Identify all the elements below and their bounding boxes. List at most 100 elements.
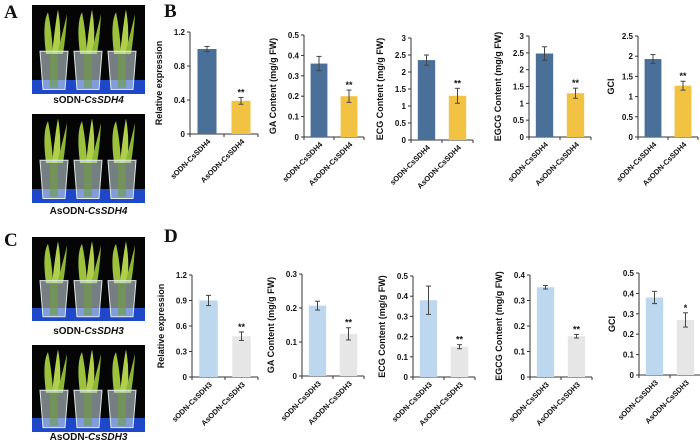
y-axis-label: EGCG Content (mg/g FW) [494, 271, 504, 380]
y-tick-label: 2 [520, 66, 525, 75]
bar-sodn-cssdh3 [419, 300, 438, 377]
y-axis-label: GCI [606, 78, 616, 94]
y-tick-label: 0.5 [622, 113, 634, 122]
y-tick-label: 0.6 [176, 322, 188, 331]
y-axis-label: ECG Content (mg/g FW) [377, 275, 387, 377]
significance-marker: ** [572, 78, 580, 88]
y-tick-label: 0.4 [514, 271, 526, 280]
significance-marker: ** [679, 71, 687, 81]
photo-caption-asodn-cssdh3: AsODN-CsSDH3 [49, 432, 128, 443]
bar-sodn-cssdh4 [535, 53, 554, 137]
y-tick-label: 0.3 [288, 72, 300, 81]
bar-asodn-cssdh3 [232, 336, 251, 377]
y-tick-label: 3 [520, 32, 525, 41]
y-tick-label: 0.2 [288, 92, 300, 101]
y-tick-label: 2 [402, 68, 407, 77]
y-tick-label: 0.9 [176, 297, 188, 306]
y-axis-label: Relative expression [154, 41, 164, 126]
y-tick-label: 0.1 [288, 113, 300, 122]
y-tick-label: 0.2 [397, 333, 409, 342]
y-tick-label: 0.3 [176, 348, 188, 357]
y-axis-label: GA Content (mg/g FW) [266, 277, 276, 373]
y-tick-label: 0 [629, 133, 634, 142]
y-tick-label: 0.5 [395, 119, 407, 128]
y-axis-label: GA Content (mg/g FW) [268, 38, 278, 134]
y-tick-label: 0 [181, 130, 186, 139]
significance-marker: ** [454, 78, 462, 88]
y-tick-label: 2.5 [513, 49, 525, 58]
y-tick-label: 0.1 [286, 338, 298, 347]
bar-asodn-cssdh4 [674, 85, 692, 137]
plant-photo-asodn-cssdh3 [32, 345, 145, 432]
panel-label-c: C [4, 230, 18, 251]
y-tick-label: 2.5 [622, 32, 634, 41]
y-tick-label: 0 [293, 372, 298, 381]
significance-marker: ** [345, 318, 353, 328]
y-tick-label: 1.5 [622, 72, 634, 81]
y-tick-label: 0.1 [623, 351, 635, 360]
y-tick-label: 0.3 [397, 312, 409, 321]
y-tick-label: 1 [520, 99, 525, 108]
y-tick-label: 1.5 [513, 83, 525, 92]
bar-asodn-cssdh3 [450, 346, 469, 377]
y-tick-label: 0.1 [514, 348, 526, 357]
significance-marker: ** [345, 80, 353, 90]
bar-asodn-cssdh4 [231, 100, 251, 134]
panel-label-b: B [164, 1, 177, 22]
photo-caption-sodn-cssdh3: sODN-CsSDH3 [53, 326, 124, 337]
bar-sodn-cssdh4 [310, 63, 328, 138]
bar-sodn-cssdh4 [417, 60, 436, 140]
y-tick-label: 0 [183, 373, 188, 382]
y-axis-label: GCI [607, 316, 617, 332]
photo-caption-asodn-cssdh4: AsODN-CsSDH4 [49, 206, 128, 217]
y-tick-label: 0 [402, 136, 407, 145]
y-tick-label: 0.3 [286, 270, 298, 279]
y-tick-label: 0 [630, 371, 635, 380]
y-tick-label: 0.8 [174, 62, 186, 71]
bar-asodn-cssdh3 [339, 333, 358, 376]
y-tick-label: 0.5 [397, 272, 409, 281]
bar-sodn-cssdh3 [645, 297, 664, 375]
y-tick-label: 0 [521, 373, 526, 382]
y-tick-label: 0.2 [623, 330, 635, 339]
y-tick-label: 0.2 [286, 304, 298, 313]
bar-asodn-cssdh4 [448, 95, 467, 140]
y-tick-label: 0.4 [397, 292, 409, 301]
y-tick-label: 1.2 [176, 271, 188, 280]
y-tick-label: 1.2 [174, 28, 186, 37]
y-tick-label: 0.5 [513, 116, 525, 125]
y-tick-label: 0 [295, 133, 300, 142]
bar-asodn-cssdh3 [676, 319, 695, 375]
bar-sodn-cssdh4 [644, 59, 662, 137]
y-tick-label: 1 [402, 102, 407, 111]
y-axis-label: Relative expression [156, 284, 166, 369]
y-tick-label: 0.4 [174, 96, 186, 105]
bar-sodn-cssdh4 [197, 49, 217, 134]
y-axis-label: ECG Content (mg/g FW) [375, 38, 385, 140]
y-axis-label: EGCG Content (mg/g FW) [493, 32, 503, 141]
significance-marker: ** [237, 87, 245, 97]
y-tick-label: 0.3 [623, 310, 635, 319]
panel-label-d: D [164, 226, 178, 247]
significance-marker: ** [238, 322, 246, 332]
significance-marker: ** [573, 324, 581, 334]
y-tick-label: 0.5 [623, 269, 635, 278]
plant-photo-sodn-cssdh4 [32, 5, 145, 94]
significance-marker: * [684, 303, 688, 313]
y-tick-label: 2.5 [395, 51, 407, 60]
significance-marker: ** [456, 335, 464, 345]
bar-asodn-cssdh3 [567, 336, 586, 377]
y-tick-label: 0.1 [397, 353, 409, 362]
y-tick-label: 0.3 [514, 297, 526, 306]
plant-photo-sodn-cssdh3 [32, 237, 145, 321]
y-tick-label: 2 [629, 52, 634, 61]
plant-photo-asodn-cssdh4 [32, 114, 145, 203]
bar-asodn-cssdh4 [340, 96, 358, 137]
y-tick-label: 1 [629, 93, 634, 102]
photo-caption-sodn-cssdh4: sODN-CsSDH4 [53, 95, 124, 106]
bar-sodn-cssdh3 [308, 305, 327, 376]
bar-sodn-cssdh3 [199, 300, 218, 377]
y-tick-label: 0 [520, 133, 525, 142]
y-tick-label: 0.4 [288, 51, 300, 60]
